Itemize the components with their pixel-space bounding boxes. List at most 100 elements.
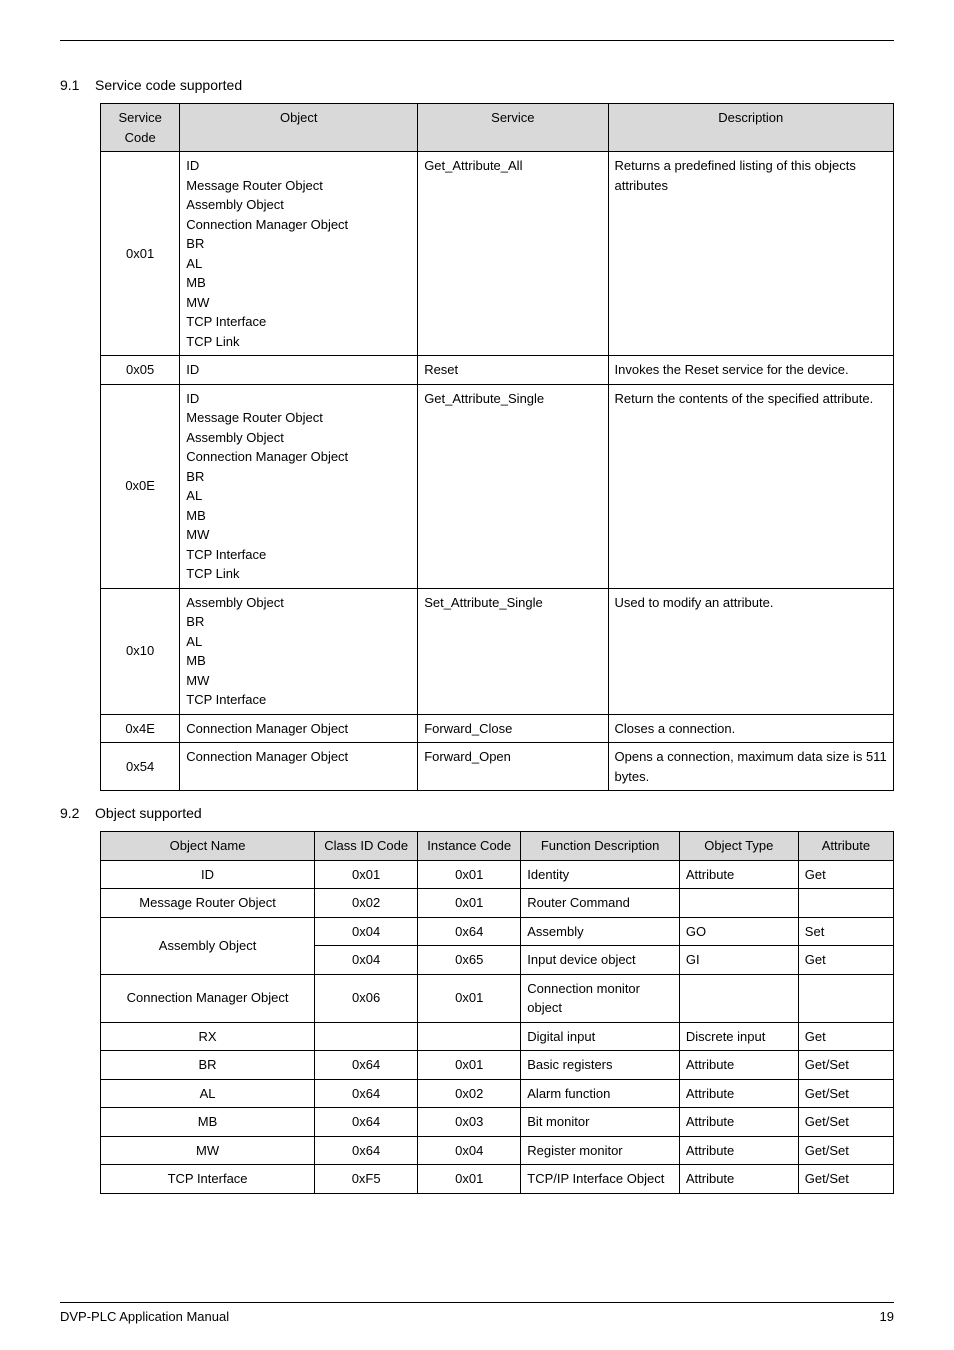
table-row: Message Router Object0x020x01Router Comm… xyxy=(101,889,894,918)
class-id-cell: 0x06 xyxy=(315,974,418,1022)
function-desc-cell: Assembly xyxy=(521,917,680,946)
description-cell: Returns a predefined listing of this obj… xyxy=(608,152,894,356)
description-cell: Opens a connection, maximum data size is… xyxy=(608,743,894,791)
instance-code-cell: 0x01 xyxy=(418,1051,521,1080)
service-cell: Get_Attribute_Single xyxy=(418,384,608,588)
page-footer: DVP-PLC Application Manual 19 xyxy=(60,1302,894,1324)
function-desc-cell: TCP/IP Interface Object xyxy=(521,1165,680,1194)
object-type-cell: Attribute xyxy=(679,860,798,889)
table-header-row: Object Name Class ID Code Instance Code … xyxy=(101,832,894,861)
service-code-cell: 0x01 xyxy=(101,152,180,356)
section-title: Object supported xyxy=(95,805,202,821)
table-row: MB0x640x03Bit monitorAttributeGet/Set xyxy=(101,1108,894,1137)
object-name-cell: TCP Interface xyxy=(101,1165,315,1194)
object-type-cell: Attribute xyxy=(679,1165,798,1194)
service-code-table: Service Code Object Service Description … xyxy=(100,103,894,791)
attribute-cell: Get xyxy=(798,1022,893,1051)
object-name-cell: AL xyxy=(101,1079,315,1108)
object-type-cell: Discrete input xyxy=(679,1022,798,1051)
object-name-cell: MW xyxy=(101,1136,315,1165)
table-row: 0x10Assembly Object BR AL MB MW TCP Inte… xyxy=(101,588,894,714)
object-cell: Assembly Object BR AL MB MW TCP Interfac… xyxy=(180,588,418,714)
object-name-cell: MB xyxy=(101,1108,315,1137)
top-rule xyxy=(60,40,894,41)
table-row: TCP Interface0xF50x01TCP/IP Interface Ob… xyxy=(101,1165,894,1194)
class-id-cell: 0x64 xyxy=(315,1136,418,1165)
service-code-cell: 0x05 xyxy=(101,356,180,385)
instance-code-cell: 0x02 xyxy=(418,1079,521,1108)
class-id-cell xyxy=(315,1022,418,1051)
object-name-cell: Message Router Object xyxy=(101,889,315,918)
col-header: Attribute xyxy=(798,832,893,861)
class-id-cell: 0x64 xyxy=(315,1079,418,1108)
object-type-cell: Attribute xyxy=(679,1136,798,1165)
object-type-cell: Attribute xyxy=(679,1108,798,1137)
object-cell: Connection Manager Object xyxy=(180,743,418,791)
function-desc-cell: Router Command xyxy=(521,889,680,918)
instance-code-cell: 0x01 xyxy=(418,1165,521,1194)
service-cell: Reset xyxy=(418,356,608,385)
attribute-cell: Get/Set xyxy=(798,1108,893,1137)
col-header: Object Type xyxy=(679,832,798,861)
service-cell: Forward_Open xyxy=(418,743,608,791)
footer-left: DVP-PLC Application Manual xyxy=(60,1309,229,1324)
function-desc-cell: Digital input xyxy=(521,1022,680,1051)
function-desc-cell: Input device object xyxy=(521,946,680,975)
col-header: Service Code xyxy=(101,104,180,152)
object-supported-table: Object Name Class ID Code Instance Code … xyxy=(100,831,894,1194)
class-id-cell: 0x02 xyxy=(315,889,418,918)
object-name-cell: Assembly Object xyxy=(101,917,315,974)
object-type-cell xyxy=(679,889,798,918)
object-cell: ID Message Router Object Assembly Object… xyxy=(180,152,418,356)
function-desc-cell: Register monitor xyxy=(521,1136,680,1165)
table-row: 0x05IDResetInvokes the Reset service for… xyxy=(101,356,894,385)
table-row: RX Digital inputDiscrete inputGet xyxy=(101,1022,894,1051)
table-row: 0x0EID Message Router Object Assembly Ob… xyxy=(101,384,894,588)
instance-code-cell: 0x01 xyxy=(418,974,521,1022)
service-cell: Get_Attribute_All xyxy=(418,152,608,356)
page: 9.1 Service code supported Service Code … xyxy=(0,0,954,1350)
function-desc-cell: Connection monitor object xyxy=(521,974,680,1022)
attribute-cell: Get/Set xyxy=(798,1051,893,1080)
instance-code-cell xyxy=(418,1022,521,1051)
function-desc-cell: Basic registers xyxy=(521,1051,680,1080)
section-title: Service code supported xyxy=(95,77,242,93)
object-name-cell: ID xyxy=(101,860,315,889)
col-header: Description xyxy=(608,104,894,152)
object-cell: ID xyxy=(180,356,418,385)
description-cell: Used to modify an attribute. xyxy=(608,588,894,714)
service-code-cell: 0x0E xyxy=(101,384,180,588)
attribute-cell: Get/Set xyxy=(798,1165,893,1194)
col-header: Object Name xyxy=(101,832,315,861)
object-cell: Connection Manager Object xyxy=(180,714,418,743)
table-row: 0x54Connection Manager ObjectForward_Ope… xyxy=(101,743,894,791)
description-cell: Return the contents of the specified att… xyxy=(608,384,894,588)
object-type-cell xyxy=(679,974,798,1022)
class-id-cell: 0x64 xyxy=(315,1108,418,1137)
attribute-cell: Get/Set xyxy=(798,1079,893,1108)
attribute-cell: Get/Set xyxy=(798,1136,893,1165)
col-header: Instance Code xyxy=(418,832,521,861)
class-id-cell: 0x04 xyxy=(315,946,418,975)
class-id-cell: 0xF5 xyxy=(315,1165,418,1194)
instance-code-cell: 0x65 xyxy=(418,946,521,975)
function-desc-cell: Bit monitor xyxy=(521,1108,680,1137)
instance-code-cell: 0x64 xyxy=(418,917,521,946)
object-name-cell: RX xyxy=(101,1022,315,1051)
table-row: AL0x640x02Alarm functionAttributeGet/Set xyxy=(101,1079,894,1108)
attribute-cell xyxy=(798,889,893,918)
instance-code-cell: 0x01 xyxy=(418,860,521,889)
instance-code-cell: 0x03 xyxy=(418,1108,521,1137)
object-name-cell: Connection Manager Object xyxy=(101,974,315,1022)
table-row: 0x01ID Message Router Object Assembly Ob… xyxy=(101,152,894,356)
table-row: MW0x640x04Register monitorAttributeGet/S… xyxy=(101,1136,894,1165)
table-header-row: Service Code Object Service Description xyxy=(101,104,894,152)
table-row: Assembly Object0x040x64AssemblyGOSet xyxy=(101,917,894,946)
instance-code-cell: 0x01 xyxy=(418,889,521,918)
table-row: 0x4EConnection Manager ObjectForward_Clo… xyxy=(101,714,894,743)
service-cell: Set_Attribute_Single xyxy=(418,588,608,714)
class-id-cell: 0x01 xyxy=(315,860,418,889)
attribute-cell xyxy=(798,974,893,1022)
attribute-cell: Set xyxy=(798,917,893,946)
instance-code-cell: 0x04 xyxy=(418,1136,521,1165)
